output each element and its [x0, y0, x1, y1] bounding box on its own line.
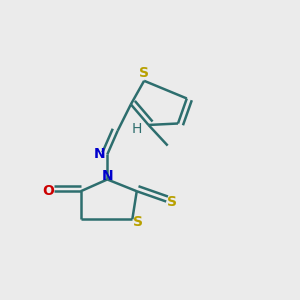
Text: S: S: [167, 194, 177, 208]
Text: N: N: [101, 169, 113, 184]
Text: N: N: [94, 147, 106, 161]
Text: H: H: [132, 122, 142, 136]
Text: S: S: [139, 66, 149, 80]
Text: O: O: [43, 184, 54, 198]
Text: S: S: [133, 215, 143, 229]
